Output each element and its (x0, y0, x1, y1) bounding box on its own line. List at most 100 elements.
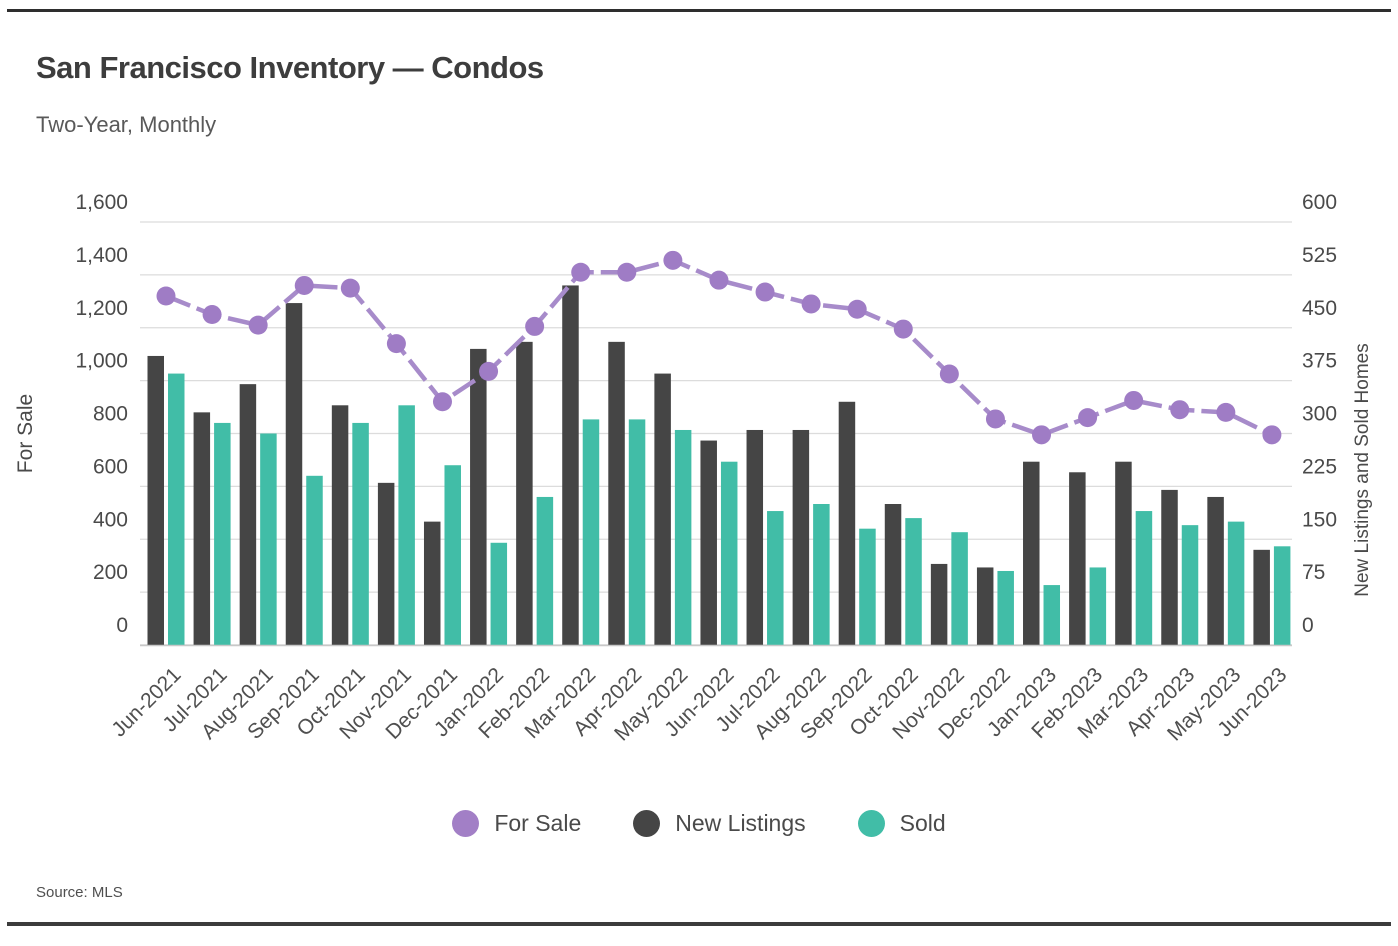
bar-new-listings (423, 521, 441, 645)
bar-sold (674, 429, 692, 645)
for-sale-point (202, 305, 222, 325)
for-sale-point (939, 364, 959, 384)
bar-sold (1089, 567, 1107, 645)
for-sale-point (755, 282, 775, 302)
for-sale-marker-icon (452, 810, 480, 837)
for-sale-point (248, 315, 268, 335)
source-note: Source: MLS (36, 884, 123, 901)
bar-new-listings (516, 341, 533, 645)
bar-new-listings (654, 373, 671, 645)
right-axis-tick: 0 (1302, 614, 1314, 637)
bar-new-listings (193, 412, 211, 645)
for-sale-point (893, 319, 913, 339)
bar-new-listings (1115, 461, 1132, 645)
bar-sold (1273, 546, 1291, 645)
right-axis-tick: 525 (1302, 244, 1337, 267)
bar-sold (1135, 511, 1153, 645)
right-axis-tick: 225 (1302, 455, 1337, 478)
bar-sold (582, 419, 600, 645)
bar-new-listings (930, 563, 948, 645)
right-axis-tick: 75 (1302, 561, 1325, 584)
chart-title: San Francisco Inventory — Condos (36, 50, 544, 85)
bar-sold (720, 461, 738, 645)
bar-sold (1043, 585, 1061, 645)
right-axis-tick: 375 (1302, 350, 1337, 373)
for-sale-point (525, 316, 545, 336)
right-axis-title: New Listings and Sold Homes (1352, 343, 1373, 596)
bar-new-listings (608, 341, 625, 645)
left-axis-tick: 1,200 (75, 297, 128, 320)
bar-new-listings (1069, 472, 1086, 645)
bar-new-listings (285, 303, 303, 645)
bar-new-listings (239, 384, 257, 645)
for-sale-point (1262, 425, 1282, 445)
for-sale-point (340, 278, 360, 298)
chart-legend: For Sale New Listings Sold (0, 810, 1398, 837)
bar-new-listings (562, 285, 579, 645)
bar-new-listings (1023, 461, 1040, 645)
for-sale-point (985, 409, 1005, 429)
left-axis-tick: 400 (93, 508, 128, 531)
bar-new-listings (792, 429, 810, 645)
bar-sold (306, 475, 323, 645)
bar-sold (628, 419, 646, 645)
sold-marker-icon (857, 810, 885, 837)
bar-new-listings (470, 348, 487, 645)
bar-sold (168, 373, 185, 645)
left-axis-title: For Sale (14, 394, 37, 473)
right-axis-tick: 300 (1302, 403, 1337, 426)
bar-sold (490, 542, 508, 645)
for-sale-point (1124, 390, 1144, 410)
bar-new-listings (1207, 496, 1224, 645)
for-sale-point (801, 294, 821, 314)
for-sale-point (617, 262, 637, 282)
for-sale-point (1170, 400, 1190, 420)
for-sale-point (1216, 402, 1236, 422)
new-listings-marker-icon (633, 810, 661, 837)
for-sale-point (386, 334, 406, 354)
right-axis-tick: 600 (1302, 191, 1337, 214)
for-sale-point (663, 250, 683, 270)
bar-new-listings (700, 440, 717, 645)
bar-new-listings (884, 504, 902, 645)
bar-sold (905, 518, 922, 645)
for-sale-point (571, 262, 591, 282)
top-divider (7, 9, 1391, 12)
bar-new-listings (377, 482, 395, 645)
bar-new-listings (976, 567, 994, 645)
left-axis-tick: 1,400 (75, 244, 128, 267)
bar-sold (444, 465, 461, 645)
bar-new-listings (1253, 549, 1270, 645)
bar-sold (1227, 521, 1245, 645)
bar-sold (214, 422, 231, 645)
legend-item-sold: Sold (857, 810, 946, 837)
legend-label-sold: Sold (899, 810, 946, 836)
for-sale-point (156, 286, 176, 306)
chart-subtitle: Two-Year, Monthly (36, 112, 217, 137)
legend-label-for-sale: For Sale (494, 810, 582, 836)
bar-sold (951, 532, 968, 645)
bar-new-listings (147, 355, 164, 645)
bar-sold (352, 422, 369, 645)
left-axis-tick: 600 (93, 455, 128, 478)
for-sale-point (479, 361, 499, 381)
left-axis-tick: 0 (116, 614, 128, 637)
bar-new-listings (1161, 489, 1178, 645)
bar-new-listings (331, 405, 349, 645)
for-sale-point (1032, 425, 1052, 445)
bar-sold (767, 511, 784, 645)
for-sale-point (847, 299, 867, 319)
bar-sold (398, 405, 415, 645)
bottom-divider (7, 922, 1391, 926)
for-sale-point (1078, 408, 1098, 428)
left-axis-tick: 1,600 (75, 191, 128, 214)
left-axis-tick: 800 (93, 403, 128, 426)
left-axis-tick: 200 (93, 561, 128, 584)
legend-item-new-listings: New Listings (633, 810, 806, 837)
legend-item-for-sale: For Sale (452, 810, 581, 837)
bar-sold (260, 433, 277, 645)
bar-new-listings (838, 401, 856, 645)
bar-new-listings (746, 429, 764, 645)
